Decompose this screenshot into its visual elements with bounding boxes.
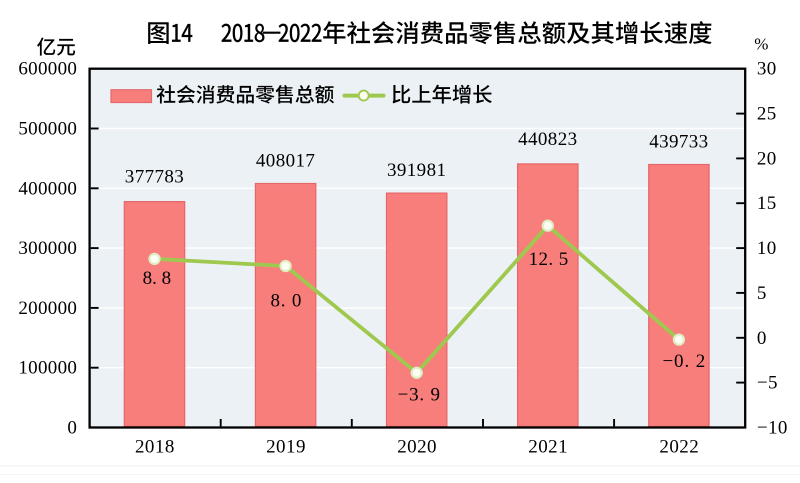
- svg-text:10: 10: [757, 238, 777, 259]
- svg-text:2022: 2022: [659, 437, 699, 458]
- svg-text:300000: 300000: [18, 238, 77, 259]
- svg-text:2019: 2019: [266, 437, 306, 458]
- svg-text:−5: −5: [757, 373, 778, 394]
- svg-text:408017: 408017: [256, 151, 315, 172]
- svg-text:2020: 2020: [397, 437, 437, 458]
- svg-text:439733: 439733: [649, 132, 708, 153]
- svg-text:30: 30: [757, 59, 777, 80]
- svg-text:−0. 2: −0. 2: [662, 351, 706, 372]
- svg-text:−10: −10: [757, 418, 788, 439]
- svg-text:0: 0: [67, 418, 77, 439]
- svg-text:8. 0: 8. 0: [270, 291, 302, 312]
- svg-text:391981: 391981: [387, 160, 446, 181]
- svg-text:25: 25: [757, 104, 777, 125]
- svg-text:440823: 440823: [518, 129, 577, 150]
- svg-text:8. 8: 8. 8: [143, 268, 172, 289]
- svg-text:400000: 400000: [18, 178, 77, 199]
- svg-text:0: 0: [757, 328, 767, 349]
- svg-text:2021: 2021: [528, 437, 568, 458]
- svg-text:600000: 600000: [18, 59, 77, 80]
- svg-text:15: 15: [757, 193, 777, 214]
- svg-text:%: %: [754, 35, 768, 54]
- svg-text:377783: 377783: [125, 167, 184, 188]
- svg-text:20: 20: [757, 148, 777, 169]
- svg-text:5: 5: [757, 283, 767, 304]
- svg-text:500000: 500000: [18, 119, 77, 140]
- svg-text:−3. 9: −3. 9: [398, 384, 441, 405]
- svg-text:12. 5: 12. 5: [529, 249, 569, 270]
- svg-text:200000: 200000: [18, 298, 77, 319]
- svg-text:2018: 2018: [135, 437, 175, 458]
- svg-text:100000: 100000: [18, 358, 77, 379]
